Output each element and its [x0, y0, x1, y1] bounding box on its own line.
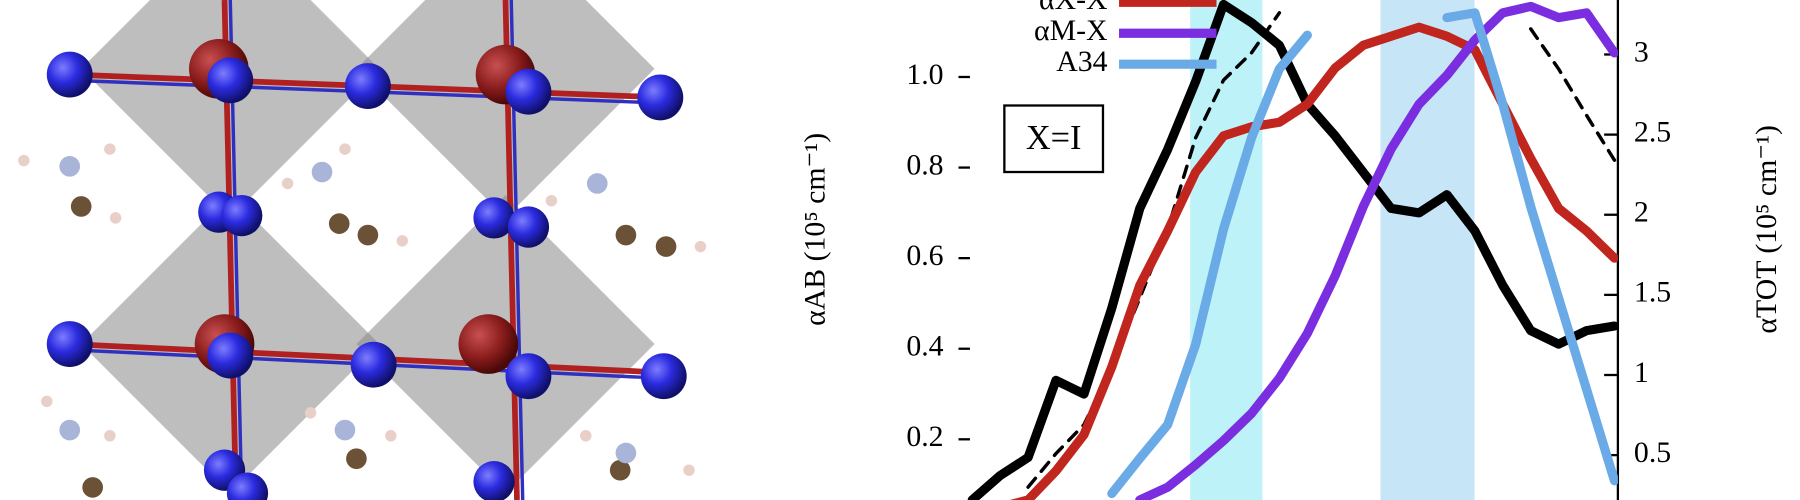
y2-tick-label: 3 [1634, 35, 1649, 68]
plot-area [967, 0, 1618, 500]
y2-tick-label: 1.5 [1634, 276, 1671, 309]
highlight-band [1380, 0, 1475, 500]
y-tick-label: 0.4 [906, 330, 943, 363]
y-tick-label: 0.2 [906, 420, 943, 453]
series-line [967, 0, 1618, 500]
y2-axis-title: αTOT (10⁵ cm⁻¹) [1750, 125, 1783, 333]
y2-tick-label: 1 [1634, 356, 1649, 389]
series-line [1009, 22, 1618, 500]
legend-label: αX-X [1039, 0, 1108, 16]
y-axis-title: αAB (10⁵ cm⁻¹) [798, 133, 831, 326]
annotation-box [1003, 104, 1105, 174]
series-line [1107, 8, 1618, 499]
y-tick-label: 0.6 [906, 239, 943, 272]
y2-tick-label: 2.5 [1634, 115, 1671, 148]
y2-tick-label: 0.5 [1634, 436, 1671, 469]
y2-tick-label: 2 [1634, 196, 1649, 229]
legend-label: A34 [1056, 45, 1107, 78]
annotation: X=I [1026, 119, 1082, 157]
y-tick-label: 0.8 [906, 148, 943, 181]
legend-label: αM-X [1034, 14, 1108, 47]
series-line [1135, 1, 1618, 500]
crystal-structure [18, 0, 707, 500]
y-tick-label: 1.0 [906, 58, 943, 91]
